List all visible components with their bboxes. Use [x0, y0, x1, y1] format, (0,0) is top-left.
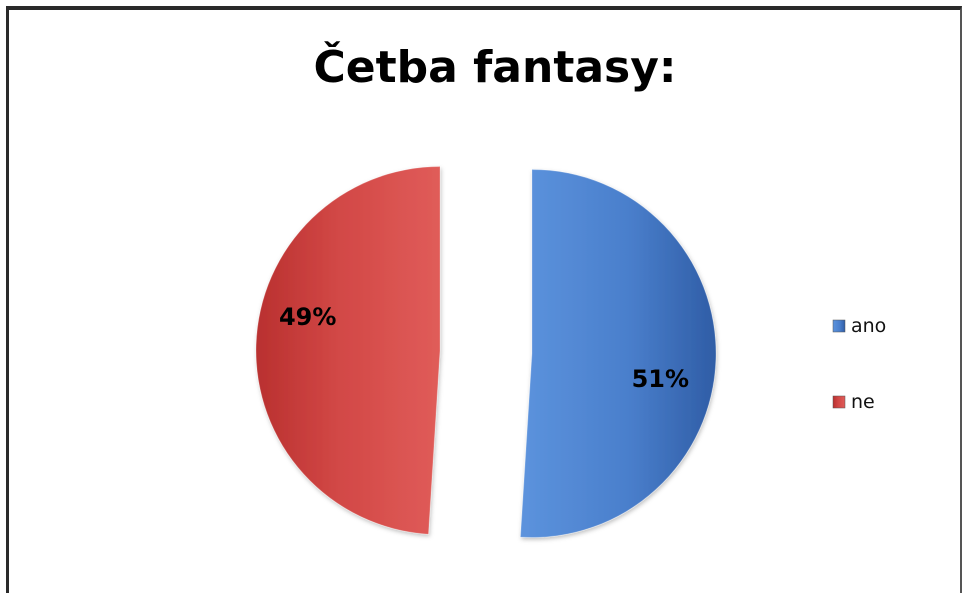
- legend-label-ano: ano: [851, 315, 886, 337]
- pie-slice-ano: [519, 168, 717, 538]
- legend-label-ne: ne: [851, 391, 875, 413]
- chart-frame: [6, 6, 962, 593]
- pie-slice-ne: [255, 166, 441, 535]
- legend-swatch-ano: [832, 319, 846, 333]
- chart-title: Četba fantasy:: [313, 42, 677, 93]
- data-label-ano: 51%: [632, 365, 689, 393]
- legend-swatch-ne: [832, 395, 846, 409]
- data-label-ne: 49%: [279, 303, 336, 331]
